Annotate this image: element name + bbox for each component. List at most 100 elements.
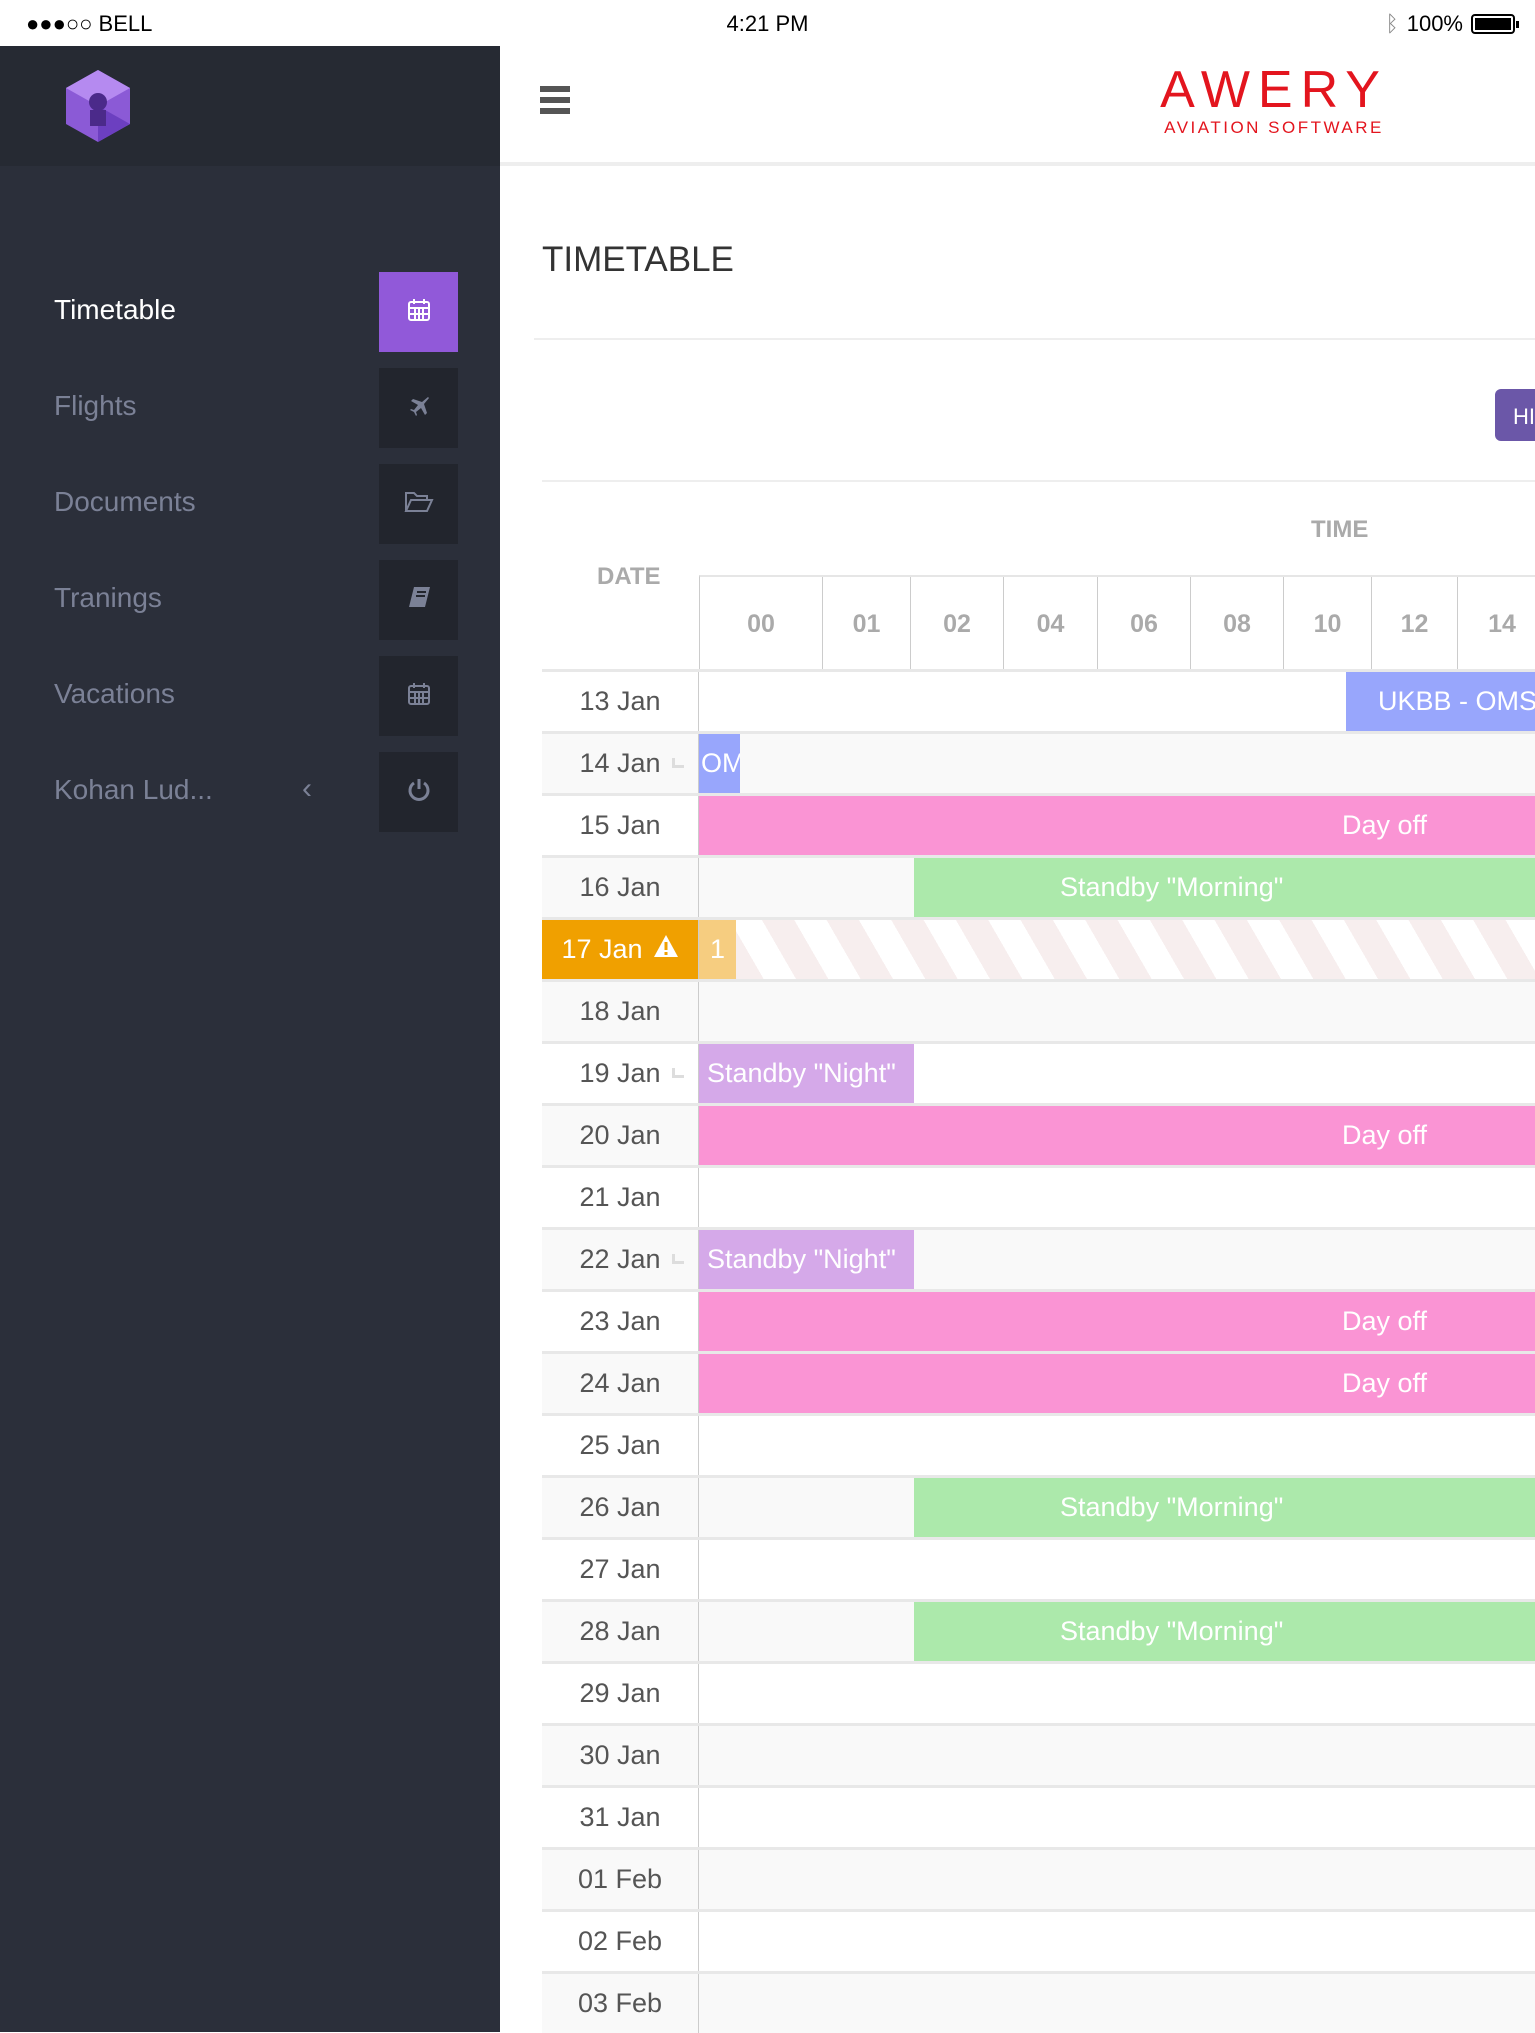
carrier: ●●●○○ BELL (26, 11, 153, 36)
date-cell: 22 Jan (542, 1230, 699, 1289)
sidebar-item-label: Kohan Lud... (54, 774, 213, 805)
hour-header: 00 01 02 04 06 08 10 12 14 (699, 575, 1535, 671)
date-cell: 02 Feb (542, 1912, 699, 1971)
plane-icon (406, 393, 432, 424)
table-row: 18 Jan (542, 979, 1535, 1041)
sidebar-item-kohan-lud[interactable]: Kohan Lud... ‹ (0, 752, 500, 832)
sidebar-item-label: Flights (54, 390, 137, 421)
table-row: 17 Jan 1 (542, 917, 1535, 979)
brand-tagline: AVIATION SOFTWARE (1164, 118, 1384, 137)
event-dayoff[interactable]: Day off (699, 1292, 1535, 1351)
event-morning[interactable]: Standby "Morning" (914, 1478, 1535, 1537)
date-cell: 17 Jan (542, 920, 699, 979)
sidebar-item-label: Vacations (54, 678, 175, 709)
table-row: 26 Jan Standby "Morning" (542, 1475, 1535, 1537)
top-bar: AWERY AVIATION SOFTWARE (500, 46, 1535, 166)
date-label: 30 Jan (579, 1740, 661, 1770)
date-cell: 25 Jan (542, 1416, 699, 1475)
sidebar-item-timetable[interactable]: Timetable (0, 272, 500, 352)
date-cell: 20 Jan (542, 1106, 699, 1165)
table-row: 25 Jan (542, 1413, 1535, 1475)
table-row: 02 Feb (542, 1909, 1535, 1971)
date-label: 15 Jan (579, 810, 661, 840)
date-cell: 31 Jan (542, 1788, 699, 1847)
table-row: 30 Jan (542, 1723, 1535, 1785)
table-row: 31 Jan (542, 1785, 1535, 1847)
hour-label: 10 (1283, 577, 1371, 671)
date-label: 20 Jan (579, 1120, 661, 1150)
table-row: 01 Feb (542, 1847, 1535, 1909)
date-label: 16 Jan (579, 872, 661, 902)
date-cell: 21 Jan (542, 1168, 699, 1227)
warning-icon (653, 934, 679, 965)
connector-icon (672, 1068, 684, 1078)
sidebar-item-tranings[interactable]: Tranings (0, 560, 500, 640)
sidebar-item-vacations[interactable]: Vacations (0, 656, 500, 736)
event-night[interactable]: Standby "Night" (699, 1044, 914, 1103)
hamburger-menu-icon[interactable] (540, 86, 570, 114)
power-button[interactable] (379, 752, 458, 832)
timetable-rows: 13 Jan UKBB - OMS 14 Jan OM 15 Jan Day off 16 … (542, 669, 1535, 2033)
date-cell: 27 Jan (542, 1540, 699, 1599)
app-logo (66, 70, 130, 142)
date-label: 03 Feb (577, 1988, 663, 2018)
event-count-badge[interactable]: 1 (699, 920, 736, 979)
date-cell: 26 Jan (542, 1478, 699, 1537)
battery-icon (1471, 14, 1519, 34)
calendar-icon (406, 297, 432, 328)
table-row: 21 Jan (542, 1165, 1535, 1227)
event-flight-short[interactable]: OM (699, 734, 740, 793)
sidebar-item-label: Documents (54, 486, 196, 517)
plane-button[interactable] (379, 368, 458, 448)
battery-percent: 100% (1406, 11, 1463, 36)
book-icon (406, 585, 432, 616)
date-cell: 19 Jan (542, 1044, 699, 1103)
hour-label: 14 (1457, 577, 1535, 671)
table-row: 15 Jan Day off (542, 793, 1535, 855)
date-label: 01 Feb (577, 1864, 663, 1894)
event-night[interactable]: Standby "Night" (699, 1230, 914, 1289)
table-row: 19 Jan Standby "Night" (542, 1041, 1535, 1103)
table-row: 29 Jan (542, 1661, 1535, 1723)
calendar-button[interactable] (379, 656, 458, 736)
header-action-button[interactable]: HI (1495, 389, 1535, 441)
book-button[interactable] (379, 560, 458, 640)
hour-label: 08 (1190, 577, 1283, 671)
clock: 4:21 PM (726, 11, 809, 36)
date-label: 24 Jan (579, 1368, 661, 1398)
date-cell: 01 Feb (542, 1850, 699, 1909)
power-icon (406, 777, 432, 808)
date-label: 13 Jan (579, 686, 661, 716)
event-dayoff[interactable]: Day off (699, 1106, 1535, 1165)
table-row: 14 Jan OM (542, 731, 1535, 793)
event-dayoff[interactable]: Day off (699, 1354, 1535, 1413)
date-label: 25 Jan (579, 1430, 661, 1460)
date-label: 26 Jan (579, 1492, 661, 1522)
table-row: 13 Jan UKBB - OMS (542, 669, 1535, 731)
table-row: 23 Jan Day off (542, 1289, 1535, 1351)
date-label: 21 Jan (579, 1182, 661, 1212)
hour-label: 04 (1003, 577, 1097, 671)
sidebar-header (0, 46, 500, 166)
sidebar-item-flights[interactable]: Flights (0, 368, 500, 448)
brand-logo: AWERY AVIATION SOFTWARE (1158, 62, 1390, 138)
date-label: 31 Jan (579, 1802, 661, 1832)
date-cell: 18 Jan (542, 982, 699, 1041)
date-label: 22 Jan (579, 1244, 661, 1274)
event-morning[interactable]: Standby "Morning" (914, 1602, 1535, 1661)
date-label: 29 Jan (579, 1678, 661, 1708)
sidebar-item-documents[interactable]: Documents (0, 464, 500, 544)
date-label: 28 Jan (579, 1616, 661, 1646)
event-dayoff[interactable]: Day off (699, 796, 1535, 855)
folder-open-button[interactable] (379, 464, 458, 544)
hour-label: 02 (910, 577, 1003, 671)
calendar-button[interactable] (379, 272, 458, 352)
event-morning[interactable]: Standby "Morning" (914, 858, 1535, 917)
table-row: 22 Jan Standby "Night" (542, 1227, 1535, 1289)
date-label: 23 Jan (579, 1306, 661, 1336)
page-title: TIMETABLE (542, 240, 734, 279)
sidebar-item-label: Timetable (54, 294, 176, 325)
chevron-left-icon[interactable]: ‹ (302, 772, 312, 805)
event-flight[interactable]: UKBB - OMS (1346, 672, 1535, 731)
date-cell: 29 Jan (542, 1664, 699, 1723)
